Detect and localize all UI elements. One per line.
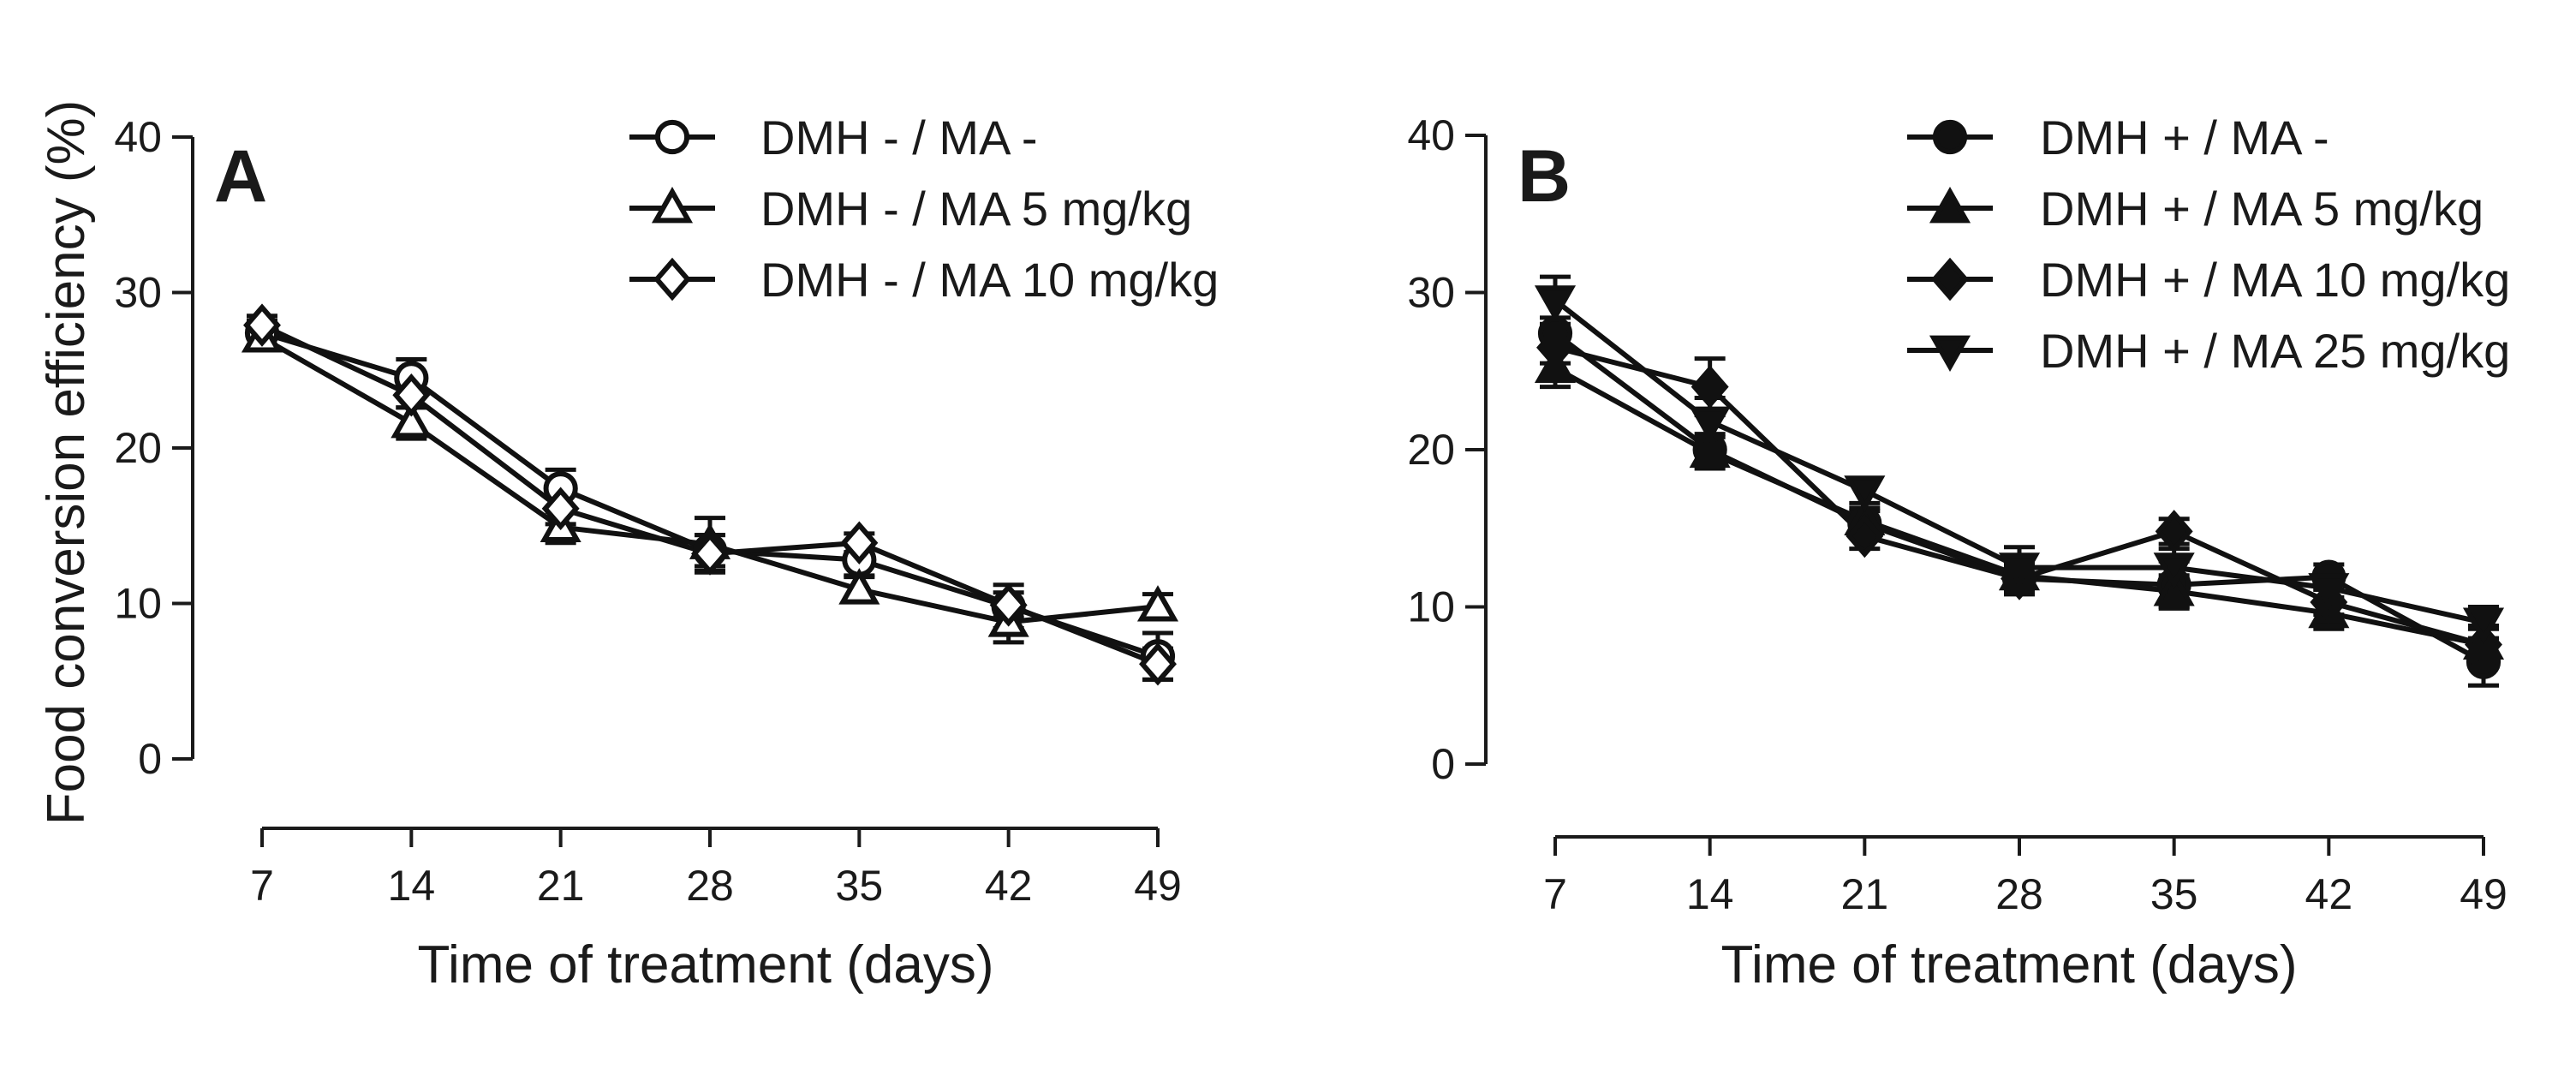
panel-b-legend-marker xyxy=(1929,335,1971,372)
panel-b-x-tick-label: 35 xyxy=(2150,870,2198,918)
panel-b-legend-label: DMH + / MA - xyxy=(2040,110,2329,164)
panel-b-series-4-point xyxy=(2308,573,2350,610)
panel-a-y-tick-label: 10 xyxy=(114,580,162,628)
panel-a-y-tick-label: 0 xyxy=(138,735,162,783)
panel-a-series-3-point xyxy=(1139,642,1177,686)
panel-a-series-2-point xyxy=(838,568,880,605)
panel-a-x-tick-label: 14 xyxy=(388,862,436,910)
panel-a-letter: A xyxy=(214,135,267,218)
panel-b-y-tick-label: 10 xyxy=(1407,583,1455,631)
panel-b-series-4-point xyxy=(2153,552,2195,589)
panel-b-x-axis-title: Time of treatment (days) xyxy=(1720,935,2297,994)
panel-b-series-3-point xyxy=(1846,514,1884,558)
panel-b-series-3-point xyxy=(2465,623,2502,666)
panel-a-y-tick-label: 30 xyxy=(114,269,162,317)
y-axis-title: Food conversion efficiency (%) xyxy=(37,100,96,826)
panel-b-legend-marker xyxy=(1931,257,1969,302)
panel-b-y-tick-label: 40 xyxy=(1407,111,1455,159)
panel-b-series-4-point xyxy=(1534,285,1577,322)
panel-a-x-tick-label: 49 xyxy=(1134,862,1182,910)
panel-b-series-2-point xyxy=(1689,431,1731,469)
panel-b-x-tick-label: 7 xyxy=(1543,870,1567,918)
panel-b-y-tick-label: 0 xyxy=(1431,740,1455,788)
panel-b-y-tick-label: 30 xyxy=(1407,269,1455,317)
panel-a: A Time of treatment (days) 0 10 20 30 40 7 14 2… xyxy=(114,110,1219,994)
panel-a-series-3-point xyxy=(243,303,281,347)
panel-b-legend-marker xyxy=(1929,187,1971,224)
panel-b-legend-marker xyxy=(1932,119,1968,155)
panel-a-series-3-point xyxy=(840,521,879,564)
panel-b-series-3-point xyxy=(1690,365,1729,409)
panel-b-x-tick-label: 42 xyxy=(2305,870,2353,918)
panel-b-x-tick-label: 28 xyxy=(1995,870,2043,918)
panel-b-legend-label: DMH + / MA 25 mg/kg xyxy=(2040,324,2510,378)
panel-a-legend-label: DMH - / MA 5 mg/kg xyxy=(760,182,1192,236)
panel-b-letter: B xyxy=(1518,135,1571,218)
panel-a-series-3-point xyxy=(541,487,580,531)
panel-b-x-tick-label: 49 xyxy=(2460,870,2507,918)
panel-a-series-3-point xyxy=(392,373,431,417)
panel-a-series-3-point xyxy=(691,532,729,576)
panel-a-series-2-point xyxy=(391,401,432,439)
panel-b-series-4-point xyxy=(2462,607,2505,644)
panel-a-legend-marker xyxy=(653,257,691,302)
panel-a-x-tick-label: 35 xyxy=(836,862,884,910)
panel-a-legend-marker xyxy=(651,187,694,224)
panel-b-x-tick-label: 21 xyxy=(1841,870,1889,918)
panel-a-legend-label: DMH - / MA - xyxy=(760,110,1038,164)
panel-a-legend-label: DMH - / MA 10 mg/kg xyxy=(760,253,1219,307)
panel-b-series-2-point xyxy=(2153,570,2195,606)
panel-b-legend-label: DMH + / MA 10 mg/kg xyxy=(2040,253,2510,307)
panel-b-series-3-point xyxy=(1536,325,1574,369)
panel-a-y-tick-label: 20 xyxy=(114,424,162,472)
panel-b: B Time of treatment (days) 0 10 20 30 40 7 14 2… xyxy=(1407,110,2510,994)
panel-b-series-4-point xyxy=(1844,475,1886,512)
panel-b-y-tick-label: 20 xyxy=(1407,426,1455,474)
panel-b-legend-label: DMH + / MA 5 mg/kg xyxy=(2040,182,2484,236)
panel-a-y-tick-label: 40 xyxy=(114,113,162,161)
panel-a-series-2-point xyxy=(1136,585,1179,622)
panel-a-legend-marker xyxy=(654,119,690,155)
panel-a-x-tick-label: 21 xyxy=(537,862,585,910)
panel-b-x-tick-label: 14 xyxy=(1686,870,1734,918)
panel-a-x-tick-label: 7 xyxy=(250,862,274,910)
panel-b-series-4-point xyxy=(1998,552,2041,589)
panel-b-series-3-point xyxy=(2155,510,2193,553)
panel-a-series-3-point xyxy=(989,583,1028,627)
panel-a-x-axis-title: Time of treatment (days) xyxy=(417,935,993,994)
panel-b-series-4-point xyxy=(1689,406,1731,443)
panel-a-x-tick-label: 42 xyxy=(985,862,1033,910)
panel-a-x-tick-label: 28 xyxy=(686,862,734,910)
